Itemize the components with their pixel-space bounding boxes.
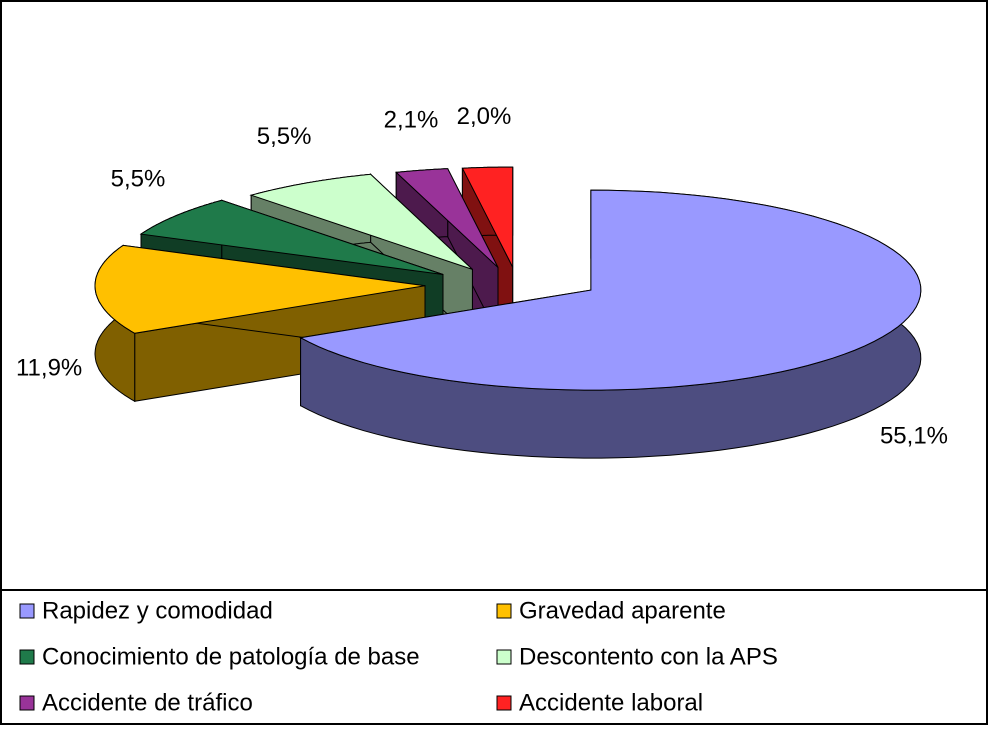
legend-swatch <box>19 695 35 711</box>
legend-label: Rapidez y comodidad <box>42 597 273 624</box>
slice <box>299 189 922 391</box>
legend-label: Accidente laboral <box>519 689 703 716</box>
legend-label: Accidente de tráfico <box>42 689 253 716</box>
legend-swatch <box>19 649 35 665</box>
data-label: 5,5% <box>111 166 166 193</box>
data-label: 2,0% <box>457 103 512 130</box>
legend-label: Conocimiento de patología de base <box>42 643 420 670</box>
data-label: 11,9% <box>16 354 82 381</box>
slice <box>139 199 444 275</box>
data-label: 5,5% <box>257 123 312 150</box>
data-label: 2,1% <box>384 106 439 133</box>
legend-swatch <box>496 649 512 665</box>
slice <box>461 166 514 268</box>
legend-swatch <box>496 695 512 711</box>
legend: Rapidez y comodidad Gravedad aparente Cono… <box>19 597 778 716</box>
legend-label: Gravedad aparente <box>519 597 726 624</box>
legend-swatch <box>19 603 35 619</box>
data-label: 55,1% <box>880 423 948 450</box>
legend-label: Descontento con la APS <box>519 643 778 670</box>
slice <box>249 173 473 270</box>
pie: 55,1% 11,9% 5,5% 5,5% 2,1% 2,0% <box>16 103 948 459</box>
slice <box>395 168 499 268</box>
legend-swatch <box>496 603 512 619</box>
slice <box>94 244 426 334</box>
